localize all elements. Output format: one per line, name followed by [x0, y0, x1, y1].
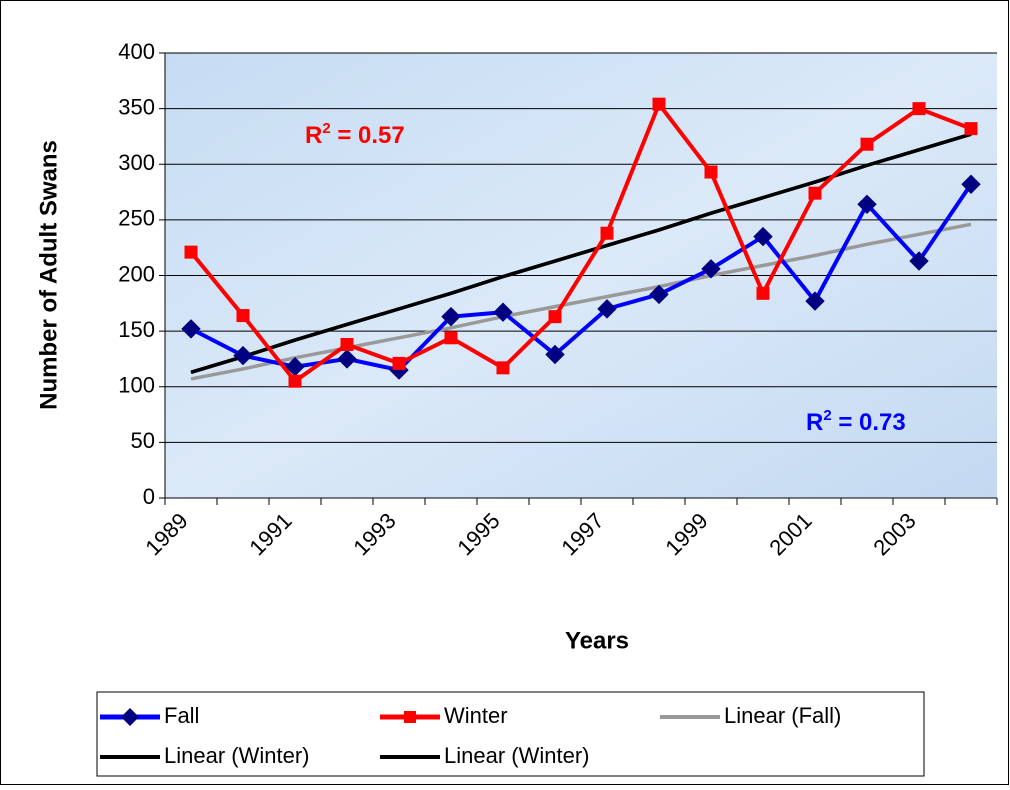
- y-tick-label: 350: [118, 94, 155, 119]
- point-marker: [753, 226, 773, 247]
- point-marker: [288, 374, 302, 388]
- point-marker: [808, 186, 822, 200]
- x-axis-title: Years: [565, 627, 629, 654]
- legend-label: Fall: [164, 703, 199, 728]
- series-line: [189, 100, 972, 384]
- legend-marker: [121, 708, 139, 726]
- y-tick-label: 150: [118, 317, 155, 342]
- point-marker: [181, 319, 201, 339]
- legend: [96, 691, 925, 777]
- y-tick-label: 400: [118, 39, 155, 64]
- point-marker: [392, 356, 406, 370]
- annotation-text: R: [806, 409, 823, 436]
- y-tick-label: 250: [118, 206, 155, 231]
- annotation: R2 = 0.73: [806, 407, 906, 436]
- point-marker: [233, 345, 253, 366]
- y-tick-label: 0: [143, 484, 155, 509]
- point-marker: [548, 310, 562, 324]
- legend-label: Winter: [444, 703, 508, 728]
- point-marker: [860, 137, 874, 151]
- legend-label: Linear (Winter): [444, 743, 589, 768]
- point-marker: [701, 259, 721, 279]
- annotation-text: = 0.73: [832, 409, 906, 436]
- trend-line: [190, 132, 972, 374]
- point-marker: [961, 174, 981, 194]
- annotation-superscript: 2: [823, 407, 831, 424]
- annotation-text: R: [305, 122, 322, 149]
- point-marker: [857, 194, 877, 215]
- point-marker: [704, 165, 718, 179]
- annotation: R2 = 0.57: [305, 120, 405, 149]
- y-tick-label: 200: [118, 261, 155, 286]
- annotation-text: = 0.57: [331, 122, 405, 149]
- annotation-superscript: 2: [322, 120, 330, 137]
- point-marker: [652, 97, 666, 111]
- point-marker: [600, 226, 614, 240]
- point-marker: [337, 349, 357, 369]
- y-tick-label: 100: [118, 373, 155, 398]
- point-marker: [909, 251, 929, 271]
- point-marker: [184, 245, 198, 259]
- legend-marker: [404, 711, 416, 723]
- y-tick-label: 300: [118, 150, 155, 175]
- point-marker: [545, 344, 565, 365]
- point-marker: [912, 102, 926, 116]
- legend-label: Linear (Fall): [724, 703, 841, 728]
- y-tick-label: 50: [131, 428, 155, 453]
- point-marker: [441, 306, 461, 327]
- point-marker: [236, 309, 250, 323]
- point-marker: [805, 291, 825, 311]
- point-marker: [756, 286, 770, 300]
- y-axis-title: Number of Adult Swans: [35, 140, 62, 410]
- point-marker: [493, 302, 513, 322]
- point-marker: [964, 122, 978, 136]
- point-marker: [597, 299, 617, 319]
- point-marker: [649, 284, 669, 305]
- point-marker: [444, 331, 458, 345]
- point-marker: [340, 337, 354, 351]
- legend-label: Linear (Winter): [164, 743, 309, 768]
- point-marker: [496, 361, 510, 375]
